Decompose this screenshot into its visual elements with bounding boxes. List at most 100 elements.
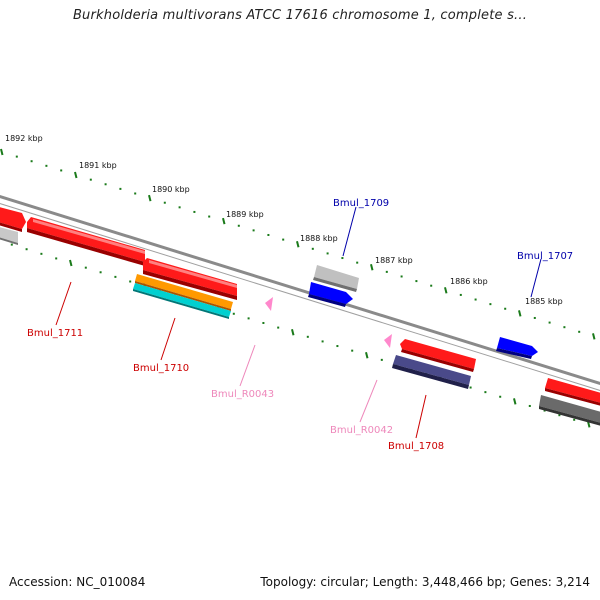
kbp-label: 1891 kbp [79, 161, 117, 170]
gene-label-bmul-1710[interactable]: Bmul_1710 [133, 363, 189, 374]
tick-minor [104, 183, 107, 186]
tick-minor [578, 330, 581, 333]
tick-minor [30, 160, 33, 163]
topology-summary: Topology: circular; Length: 3,448,466 bp… [260, 575, 590, 589]
tick-minor [573, 418, 576, 421]
tick-minor [55, 257, 58, 260]
kbp-label: 1890 kbp [152, 185, 190, 194]
gene-feature-red-1710-upper[interactable] [143, 258, 237, 300]
gene-feature-red-right-edge[interactable] [545, 378, 600, 407]
gene-label-bmul-1711[interactable]: Bmul_1711 [27, 328, 83, 339]
tick-minor [558, 414, 561, 417]
tick-major [148, 194, 152, 202]
tick-minor [119, 187, 122, 190]
tick-minor [543, 409, 546, 412]
tick-minor [237, 224, 240, 227]
gene-label-bmul-1707[interactable]: Bmul_1707 [517, 251, 573, 262]
callout-line [530, 258, 542, 298]
tick-minor [262, 321, 265, 324]
gene-feature-bmul-1707[interactable] [496, 337, 538, 359]
gene-feature-cyan[interactable] [133, 283, 231, 319]
gene-feature-grey-1709[interactable] [313, 265, 359, 292]
callout-line [415, 394, 427, 439]
tick-major [518, 310, 522, 317]
tick-minor [193, 210, 196, 213]
gene-label-bmul-r0042[interactable]: Bmul_R0042 [330, 425, 393, 436]
tick-minor [252, 229, 255, 232]
tick-minor [341, 257, 344, 260]
page-title: Burkholderia multivorans ATCC 17616 chro… [72, 8, 528, 23]
tick-minor [469, 386, 472, 389]
gene-feature-bmul-1711[interactable] [27, 217, 145, 266]
tick-minor [533, 316, 536, 319]
tick-minor [178, 206, 181, 209]
gene-feature-bmul-1709[interactable] [308, 282, 353, 307]
tick-minor [208, 215, 211, 218]
tick-major [69, 259, 73, 267]
tick-minor [84, 266, 87, 269]
tick-major [365, 352, 369, 359]
callout-line [239, 344, 256, 387]
gene-feature-dark-grey-right-edge[interactable] [539, 395, 600, 427]
tick-minor [306, 335, 309, 338]
tick-minor [99, 271, 102, 274]
tick-minor [10, 243, 13, 246]
callout-line [359, 379, 378, 423]
upper-tick-track [0, 148, 596, 340]
tick-major [222, 217, 226, 225]
tick-minor [380, 358, 383, 361]
tick-minor [15, 155, 18, 158]
gene-feature-rna-r0043[interactable] [265, 297, 273, 311]
callout-line [160, 317, 176, 361]
backbone-line-inner [0, 203, 600, 391]
tick-major [0, 148, 4, 156]
tick-minor [336, 345, 339, 348]
gene-feature-orange[interactable] [135, 274, 233, 311]
tick-minor [311, 247, 314, 250]
lower-tick-track [10, 243, 591, 428]
gene-label-bmul-r0043[interactable]: Bmul_R0043 [211, 389, 274, 400]
tick-minor [528, 404, 531, 407]
backbone-line-outer [0, 194, 600, 386]
tick-minor [356, 261, 359, 264]
tick-minor [40, 252, 43, 255]
kbp-label: 1888 kbp [300, 234, 338, 243]
tick-minor [45, 164, 48, 167]
tick-minor [89, 178, 92, 181]
tick-minor [163, 201, 166, 204]
tick-minor [326, 252, 329, 255]
tick-minor [489, 303, 492, 306]
tick-minor [351, 349, 354, 352]
tick-major [296, 240, 300, 248]
tick-minor [129, 280, 132, 283]
tick-minor [548, 321, 551, 324]
callout-line [342, 206, 357, 257]
kbp-label: 1889 kbp [226, 210, 264, 219]
gene-feature-bmul-1708[interactable] [392, 355, 471, 389]
tick-major [370, 264, 374, 271]
accession-label: Accession: NC_010084 [9, 575, 146, 589]
tick-minor [247, 317, 250, 320]
tick-minor [277, 326, 280, 329]
tick-minor [504, 307, 507, 310]
gene-feature-red-left-edge[interactable] [0, 206, 26, 232]
tick-major [444, 287, 448, 294]
gene-feature-grey-left-edge[interactable] [0, 226, 18, 245]
tick-minor [25, 248, 28, 251]
tick-minor [321, 340, 324, 343]
gene-feature-red-1708-upper[interactable] [400, 339, 476, 372]
tick-major [74, 171, 78, 179]
tick-minor [400, 275, 403, 278]
kbp-label: 1885 kbp [525, 297, 563, 306]
gene-feature-rna-r0042[interactable] [384, 334, 392, 348]
gene-label-bmul-1708[interactable]: Bmul_1708 [388, 441, 444, 452]
gene-label-bmul-1709[interactable]: Bmul_1709 [333, 198, 389, 209]
tick-minor [415, 280, 418, 283]
tick-minor [282, 238, 285, 241]
tick-minor [134, 192, 137, 195]
tick-minor [114, 275, 117, 278]
tick-minor [267, 233, 270, 236]
tick-major [513, 398, 517, 405]
tick-minor [459, 293, 462, 296]
